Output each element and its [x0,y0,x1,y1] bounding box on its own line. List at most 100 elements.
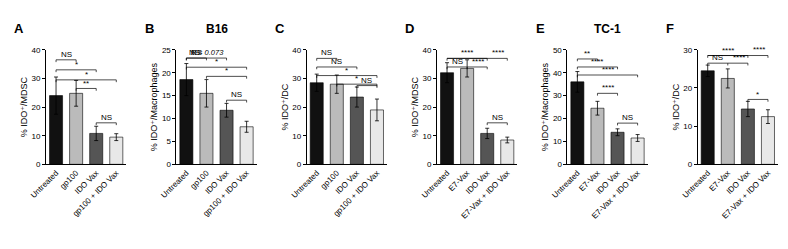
svg-text:40: 40 [423,46,432,55]
svg-text:40: 40 [292,46,301,55]
svg-text:NS: NS [712,53,723,62]
svg-text:20: 20 [683,84,692,93]
svg-text:0: 0 [688,160,693,169]
svg-text:**: ** [83,79,89,88]
svg-text:IDO Vax: IDO Vax [464,169,491,196]
svg-text:Untreated: Untreated [29,169,60,200]
svg-text:IDO Vax: IDO Vax [203,169,230,196]
svg-text:10: 10 [553,137,562,146]
svg-text:% IDO⁺/MDSC: % IDO⁺/MDSC [410,76,420,137]
svg-text:**: ** [584,49,590,58]
svg-text:20: 20 [32,103,41,112]
svg-text:NS: NS [361,76,372,85]
svg-text:*: * [215,57,218,66]
svg-text:20: 20 [423,103,432,112]
svg-text:IDO Vax: IDO Vax [334,169,361,196]
svg-text:*: * [75,60,78,69]
svg-text:****: **** [602,83,614,92]
svg-text:IDO Vax: IDO Vax [594,169,621,196]
svg-text:E7-Vax + IDO Vax: E7-Vax + IDO Vax [460,169,512,221]
svg-text:****: **** [472,57,484,66]
svg-text:40: 40 [32,46,41,55]
svg-text:P = 0.073: P = 0.073 [191,48,224,57]
svg-text:*: * [345,66,348,75]
svg-text:****: **** [753,45,765,54]
svg-text:TC-1: TC-1 [594,22,621,36]
svg-text:F: F [666,21,674,36]
svg-text:NS: NS [321,48,332,57]
svg-text:*: * [225,66,228,75]
svg-text:A: A [14,21,24,36]
svg-text:****: **** [591,57,603,66]
svg-text:E7-Vax: E7-Vax [447,169,471,193]
svg-text:25: 25 [162,46,171,55]
svg-text:gp100: gp100 [189,168,211,190]
svg-text:50: 50 [553,46,562,55]
svg-text:IDO Vax: IDO Vax [725,169,752,196]
svg-text:NS: NS [331,57,342,66]
svg-text:****: **** [602,65,614,74]
svg-text:gp100: gp100 [319,168,341,190]
svg-text:E7-Vax + IDO Vax: E7-Vax + IDO Vax [720,169,772,221]
svg-text:D: D [405,21,414,36]
svg-text:NS: NS [61,50,72,59]
svg-text:Untreated: Untreated [420,169,451,200]
svg-text:30: 30 [292,74,301,83]
svg-text:E: E [536,21,545,36]
svg-text:gp100 + IDO Vax: gp100 + IDO Vax [201,169,250,218]
svg-text:****: **** [733,53,745,62]
svg-text:****: **** [492,48,504,57]
svg-text:30: 30 [683,46,692,55]
svg-text:10: 10 [292,132,301,141]
svg-text:gp100: gp100 [58,168,80,190]
svg-text:IDO Vax: IDO Vax [73,169,100,196]
svg-text:NS: NS [231,90,242,99]
svg-text:10: 10 [683,122,692,131]
svg-text:0: 0 [166,160,171,169]
svg-text:% IDO⁺/DC: % IDO⁺/DC [671,83,681,130]
svg-text:40: 40 [553,69,562,78]
svg-text:30: 30 [423,74,432,83]
svg-text:% IDO⁺/MDSC: % IDO⁺/MDSC [19,76,29,137]
svg-text:*: * [85,70,88,79]
svg-text:*: * [756,90,759,99]
svg-text:*: * [355,74,358,83]
svg-text:10: 10 [32,132,41,141]
svg-text:****: **** [722,46,734,55]
svg-text:Untreated: Untreated [681,169,712,200]
svg-text:10: 10 [162,114,171,123]
svg-text:10: 10 [423,132,432,141]
svg-text:0: 0 [557,160,562,169]
svg-text:% IDO⁺/Macrophages: % IDO⁺/Macrophages [149,62,159,151]
svg-text:Untreated: Untreated [290,169,321,200]
svg-text:E7-Vax: E7-Vax [708,169,732,193]
svg-text:15: 15 [162,91,171,100]
svg-text:E7-Vax + IDO Vax: E7-Vax + IDO Vax [590,169,642,221]
svg-text:NS: NS [191,48,202,57]
svg-text:20: 20 [162,69,171,78]
svg-text:0: 0 [36,160,41,169]
svg-text:B16: B16 [206,22,228,36]
svg-text:gp100 + IDO Vax: gp100 + IDO Vax [71,169,120,218]
svg-text:NS: NS [492,113,503,122]
svg-text:E7-Vax: E7-Vax [577,169,601,193]
svg-text:5: 5 [166,137,171,146]
svg-text:30: 30 [32,74,41,83]
svg-text:NS: NS [101,113,112,122]
svg-text:****: **** [461,48,473,57]
svg-text:NS: NS [622,113,633,122]
svg-text:0: 0 [297,160,302,169]
svg-text:% IDO⁺/DC: % IDO⁺/DC [280,83,290,130]
svg-text:B: B [145,21,154,36]
svg-text:30: 30 [553,91,562,100]
svg-text:% IDO⁺/Macrophages: % IDO⁺/Macrophages [540,62,550,151]
svg-text:Untreated: Untreated [159,169,190,200]
svg-text:NS: NS [452,57,463,66]
svg-text:0: 0 [427,160,432,169]
svg-text:20: 20 [553,114,562,123]
svg-text:NS: NS [189,48,200,57]
svg-text:20: 20 [292,103,301,112]
svg-text:C: C [275,21,285,36]
svg-text:Untreated: Untreated [550,169,581,200]
svg-text:gp100 + IDO Vax: gp100 + IDO Vax [332,169,381,218]
